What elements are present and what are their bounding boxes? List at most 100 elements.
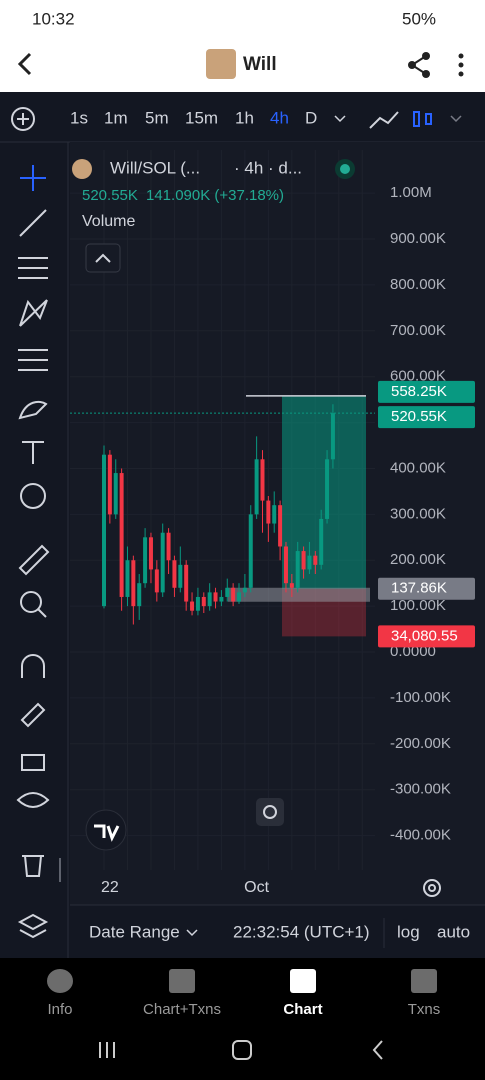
- text-tool[interactable]: [22, 441, 44, 464]
- y-tick-label: 700.00K: [390, 322, 446, 339]
- candle-body: [178, 564, 183, 588]
- candle-body: [113, 473, 118, 515]
- candle-style-button[interactable]: [413, 111, 432, 127]
- candle-body: [131, 560, 136, 607]
- nav-icon[interactable]: [411, 969, 437, 993]
- x-tick-label: Oct: [244, 879, 269, 896]
- magnet-tool[interactable]: [21, 654, 45, 678]
- auto-toggle[interactable]: auto: [437, 922, 470, 941]
- interval[interactable]: 15m: [185, 108, 218, 127]
- tv-logo: [85, 809, 127, 851]
- interval[interactable]: D: [305, 108, 317, 127]
- share-button[interactable]: [408, 52, 430, 78]
- candle-body: [119, 473, 124, 597]
- candle-body: [190, 601, 195, 611]
- projection-tool[interactable]: [18, 349, 48, 371]
- candle-body: [254, 459, 259, 515]
- ruler-tool[interactable]: [18, 544, 50, 576]
- settings-button[interactable]: [423, 879, 441, 897]
- y-tick-label: -300.00K: [390, 781, 451, 798]
- menu-button[interactable]: [458, 53, 464, 77]
- candle-body: [319, 518, 324, 565]
- status-dot: [340, 164, 350, 174]
- price-label-box: [378, 380, 475, 403]
- y-tick-label: 600.00K: [390, 368, 446, 385]
- y-tick-label: 900.00K: [390, 230, 446, 247]
- interval-dropdown[interactable]: [334, 115, 346, 123]
- back-button[interactable]: [17, 52, 32, 76]
- emoji-tool[interactable]: [20, 483, 46, 509]
- price-label: 137.86K: [391, 580, 447, 597]
- y-tick-label: 800.00K: [390, 276, 446, 293]
- crosshair-tool[interactable]: [20, 165, 46, 191]
- price-label-box: [378, 406, 475, 429]
- nav-label[interactable]: Chart: [283, 1001, 322, 1018]
- interval[interactable]: 5m: [145, 108, 169, 127]
- collapse-button[interactable]: [85, 243, 121, 273]
- indicator-label: Volume: [82, 213, 135, 230]
- sys-recent[interactable]: [99, 1042, 115, 1058]
- reset-button[interactable]: [256, 798, 284, 826]
- candle-body: [148, 537, 153, 570]
- log-toggle[interactable]: log: [397, 922, 420, 941]
- candle-body: [231, 587, 236, 602]
- sys-home[interactable]: [232, 1040, 252, 1060]
- pattern-tool[interactable]: [19, 299, 48, 327]
- candle-body: [313, 555, 318, 565]
- interval[interactable]: 1s: [70, 108, 88, 127]
- candle-body: [301, 551, 306, 570]
- candle-body: [260, 459, 265, 501]
- candle-body: [248, 514, 253, 588]
- lock-draw-tool[interactable]: [20, 702, 46, 728]
- date-range[interactable]: Date Range: [89, 922, 180, 941]
- top-bg: [0, 0, 485, 92]
- nav-icon[interactable]: [290, 969, 316, 993]
- candle-body: [266, 500, 271, 524]
- candle-body: [160, 532, 165, 593]
- profit-zone: [282, 395, 366, 589]
- interval[interactable]: 1m: [104, 108, 128, 127]
- candle-body: [219, 596, 224, 602]
- entry-band: [228, 587, 370, 602]
- price-change: 141.090K (+37.18%): [146, 187, 284, 204]
- interval[interactable]: 1h: [235, 108, 254, 127]
- candle-body: [225, 587, 230, 597]
- sys-back[interactable]: [372, 1040, 383, 1060]
- symbol-avatar: [72, 159, 92, 179]
- delete-tool[interactable]: [22, 855, 44, 877]
- layers-tool[interactable]: [17, 913, 49, 939]
- candle-body: [330, 413, 335, 460]
- y-tick-label: -200.00K: [390, 735, 451, 752]
- nav-label[interactable]: Info: [47, 1001, 72, 1018]
- price-label: 558.25K: [391, 383, 447, 400]
- nav-label[interactable]: Chart+Txns: [143, 1001, 221, 1018]
- y-tick-label: 1.00M: [390, 184, 432, 201]
- candle-body: [172, 560, 177, 588]
- interval[interactable]: 4h: [270, 108, 289, 127]
- fib-tool[interactable]: [18, 257, 48, 279]
- candle-body: [195, 596, 200, 611]
- line-style-button[interactable]: [369, 111, 399, 129]
- candle-body: [107, 454, 112, 515]
- candle-body: [201, 596, 206, 607]
- nav-label[interactable]: Txns: [408, 1001, 441, 1018]
- add-button[interactable]: [11, 107, 35, 131]
- hide-tool[interactable]: [16, 792, 50, 808]
- candle-body: [184, 564, 189, 602]
- candle-body: [143, 537, 148, 584]
- brush-tool[interactable]: [18, 400, 48, 420]
- status-time: 10:32: [32, 9, 75, 28]
- lock-tool[interactable]: [21, 754, 45, 771]
- collapse-icon: [95, 253, 111, 263]
- nav-icon[interactable]: [169, 969, 195, 993]
- candle-body: [154, 569, 159, 593]
- style-dropdown[interactable]: [450, 115, 462, 123]
- y-tick-label: -100.00K: [390, 689, 451, 706]
- price-label: 520.55K: [391, 408, 447, 425]
- price-label: 34,080.55: [391, 627, 458, 644]
- nav-icon[interactable]: [47, 969, 73, 993]
- zoom-tool[interactable]: [20, 591, 47, 618]
- trendline-tool[interactable]: [19, 209, 47, 237]
- candle-body: [213, 592, 218, 602]
